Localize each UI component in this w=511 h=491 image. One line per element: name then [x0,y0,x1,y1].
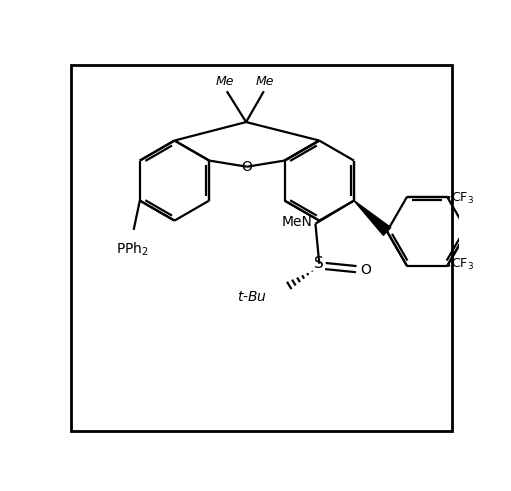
Text: S: S [314,256,324,271]
Text: $t$-Bu: $t$-Bu [237,290,267,304]
Text: O: O [360,263,371,277]
Text: O: O [241,161,252,174]
Text: Me: Me [216,75,235,88]
Polygon shape [354,201,391,235]
Text: Me: Me [256,75,274,88]
Text: MeN: MeN [282,215,312,229]
Text: PPh$_2$: PPh$_2$ [115,241,149,258]
Text: CF$_3$: CF$_3$ [451,191,474,206]
Text: CF$_3$: CF$_3$ [451,257,474,272]
